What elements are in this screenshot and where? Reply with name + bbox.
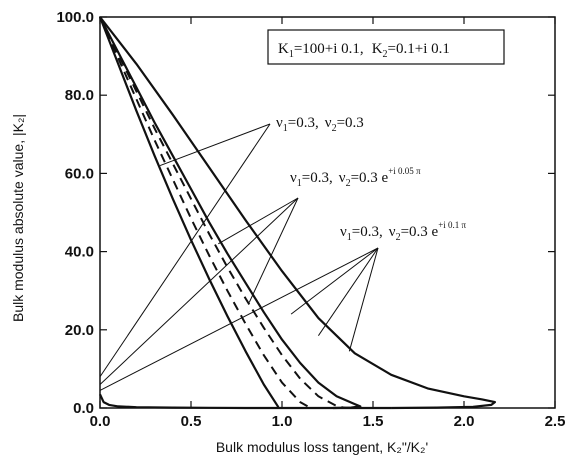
annotation-2-nu2: ν <box>339 170 346 186</box>
series-line-5 <box>99 16 496 410</box>
y-tick-label: 0.0 <box>73 400 94 417</box>
annotation-1-nu2-sub: 2 <box>332 123 337 134</box>
plot-frame <box>99 16 556 409</box>
y-tick-label: 20.0 <box>65 322 94 339</box>
y-axis-title: Bulk modulus absolute value, |K₂| <box>10 114 26 322</box>
x-tick-label: 2.0 <box>454 413 475 430</box>
annotation-1-nu2-value: =0.3 <box>337 115 364 131</box>
y-tick-label: 100.0 <box>56 9 94 26</box>
series-line-1 <box>98 16 280 408</box>
annotation-2-nu1-sub: 1 <box>297 178 302 189</box>
annotation-2-nu2-sub: 2 <box>346 178 351 189</box>
leader-line-6 <box>99 247 379 391</box>
annotation-3-nu1: ν <box>340 224 347 240</box>
leader-line-7 <box>290 247 379 315</box>
x-tick-label: 0.0 <box>90 413 111 430</box>
leader-line-8 <box>317 247 379 336</box>
annotation-3: ν1=0.3, ν2=0.3 e+i 0.1 π <box>340 220 467 243</box>
y-axis-ticks: 0.0 20.0 40.0 60.0 80.0 100.0 <box>56 9 555 417</box>
x-tick-label: 2.5 <box>545 413 566 430</box>
annotation-3-nu2-sub: 2 <box>396 232 401 243</box>
k1-symbol: K <box>278 41 289 57</box>
annotation-1-nu1-sub: 1 <box>283 123 288 134</box>
x-axis-ticks: 0.0 0.5 1.0 1.5 2.0 2.5 <box>90 17 566 430</box>
annotation-3-nu1-sub: 1 <box>347 232 352 243</box>
leader-line-3 <box>99 197 299 385</box>
y-tick-label: 80.0 <box>65 87 94 104</box>
y-tick-label: 60.0 <box>65 165 94 182</box>
annotation-3-nu2-value: =0.3 e <box>401 224 439 240</box>
leader-line-4 <box>218 197 299 245</box>
y-tick-label: 40.0 <box>65 244 94 261</box>
series-line-4 <box>99 16 362 410</box>
series-line-2 <box>99 16 310 409</box>
k2-symbol: K <box>372 41 383 57</box>
k1-subscript: 1 <box>289 49 294 60</box>
annotation-1-nu1: ν <box>276 115 283 131</box>
leader-line-9 <box>348 247 379 352</box>
annotation-3-nu1-value: =0.3, <box>352 224 383 240</box>
x-tick-label: 0.5 <box>181 413 202 430</box>
annotation-2-nu2-value: =0.3 e <box>351 170 389 186</box>
k2-value: =0.1+i 0.1 <box>388 41 450 57</box>
annotation-2-nu1-value: =0.3, <box>302 170 333 186</box>
parameter-box <box>267 29 505 65</box>
annotation-2-exponent: +i 0.05 π <box>388 166 421 176</box>
series-layer <box>98 16 496 410</box>
annotation-1: ν1=0.3, ν2=0.3 <box>276 115 364 134</box>
series-line-3 <box>99 16 346 409</box>
annotation-1-nu1-value: =0.3, <box>288 115 319 131</box>
x-axis-title: Bulk modulus loss tangent, K₂"/K₂' <box>216 439 428 455</box>
leader-line-1 <box>99 123 271 377</box>
annotation-3-nu2: ν <box>389 224 396 240</box>
annotation-2-nu1: ν <box>290 170 297 186</box>
k2-subscript: 2 <box>383 49 388 60</box>
x-tick-label: 1.0 <box>272 413 293 430</box>
x-tick-label: 1.5 <box>363 413 384 430</box>
series-line-6 <box>99 393 392 410</box>
annotation-1-nu2: ν <box>325 115 332 131</box>
parameter-box-text: K1=100+i 0.1, K2=0.1+i 0.1 <box>278 41 450 60</box>
leader-line-2 <box>159 123 271 167</box>
annotation-2: ν1=0.3, ν2=0.3 e+i 0.05 π <box>290 166 421 189</box>
leader-line-5 <box>248 197 299 303</box>
k1-value: =100+i 0.1, <box>294 41 364 57</box>
annotation-leaders <box>99 123 379 391</box>
annotation-3-exponent: +i 0.1 π <box>438 220 466 230</box>
